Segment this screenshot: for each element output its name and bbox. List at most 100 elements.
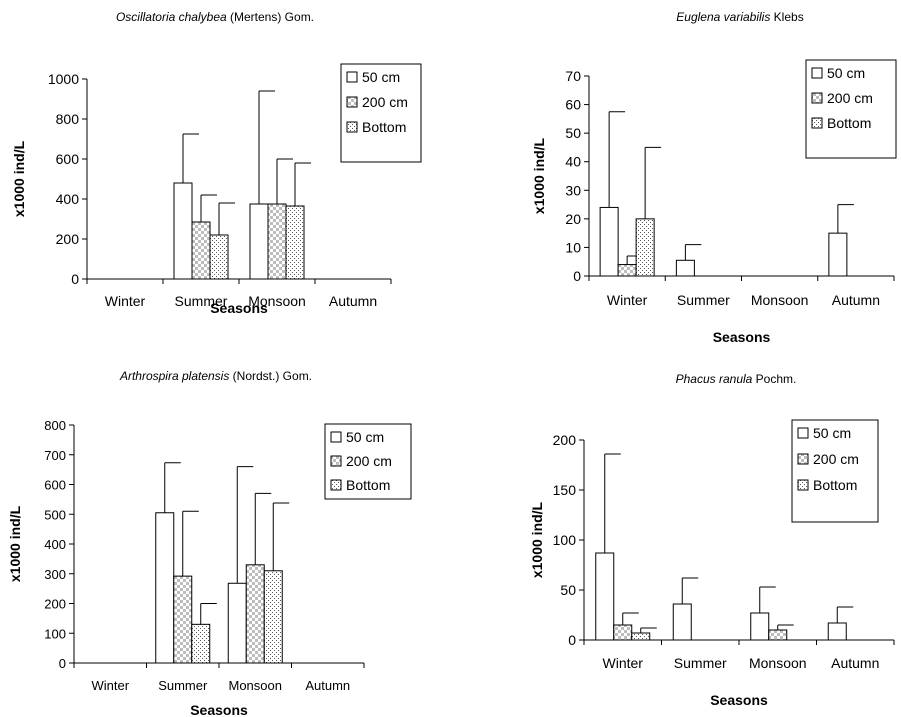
x-tick-label: Monsoon (749, 655, 807, 671)
x-axis-label: Seasons (190, 702, 248, 717)
bar-bottom (285, 205, 305, 280)
y-tick-label: 20 (565, 211, 581, 227)
bar-bottom (209, 234, 229, 280)
legend-swatch (797, 479, 809, 491)
chart-1: Oscillatoria chalybea (Mertens) Gom. 0 200… (11, 10, 422, 316)
chart-2: Euglena variabilis Klebs 0 10 20 30 40 50 60 70 W… (531, 10, 897, 345)
chart-4: Phacus ranula Pochm. 0 50 100 150 200 Winter Su… (529, 372, 895, 708)
legend-label: 50 cm (362, 69, 400, 85)
bar-bottom (631, 632, 651, 641)
bar-50-cm (750, 612, 770, 641)
y-tick-label: 400 (56, 191, 80, 207)
bar-50-cm (599, 206, 619, 277)
chart-title-species: Phacus ranula (676, 372, 753, 386)
y-tick-label: 600 (44, 478, 66, 493)
x-tick-label: Monsoon (229, 678, 282, 693)
x-tick-label: Autumn (329, 293, 377, 309)
legend-label: Bottom (827, 115, 871, 131)
bar-200-cm (245, 564, 265, 664)
y-tick-label: 300 (44, 567, 66, 582)
y-tick-label: 200 (553, 432, 577, 448)
bar-50-cm (173, 182, 193, 280)
y-tick-label: 150 (553, 482, 577, 498)
legend-label: 200 cm (362, 94, 408, 110)
bar-bottom (635, 218, 655, 277)
y-tick-label: 30 (565, 182, 581, 198)
y-tick-label: 50 (565, 125, 581, 141)
legend-swatch (811, 117, 823, 129)
x-tick-label: Monsoon (751, 292, 809, 308)
y-axis-label: x1000 ind/L (11, 140, 27, 217)
x-tick-label: Monsoon (248, 293, 306, 309)
chart-title-authority: Pochm. (752, 372, 796, 386)
chart-title-species: Oscillatoria chalybea (116, 10, 227, 24)
chart-title: Euglena variabilis Klebs (676, 10, 803, 24)
y-tick-label: 100 (553, 532, 577, 548)
legend-label: 50 cm (346, 429, 384, 445)
y-tick-label: 600 (56, 151, 80, 167)
y-tick-label: 1000 (48, 71, 79, 87)
legend-label: Bottom (362, 119, 406, 135)
x-axis-label: Seasons (210, 300, 268, 316)
bar-50-cm (672, 603, 692, 641)
legend-label: 200 cm (827, 90, 873, 106)
bar-50-cm (249, 203, 269, 280)
y-tick-label: 0 (59, 656, 66, 671)
chart-title-species: Euglena variabilis (676, 10, 770, 24)
legend-swatch (330, 479, 342, 491)
x-tick-label: Autumn (305, 678, 350, 693)
x-tick-label: Winter (105, 293, 146, 309)
legend-label: Bottom (346, 477, 390, 493)
x-tick-label: Autumn (832, 292, 880, 308)
y-axis-label: x1000 ind/L (7, 505, 23, 582)
bar-50-cm (675, 259, 695, 277)
y-tick-label: 200 (44, 597, 66, 612)
legend-label: 200 cm (813, 451, 859, 467)
bar-50-cm (595, 552, 615, 641)
legend-swatch (797, 453, 809, 465)
y-tick-label: 0 (568, 632, 576, 648)
chart-title: Oscillatoria chalybea (Mertens) Gom. (116, 10, 314, 24)
x-tick-label: Summer (158, 678, 208, 693)
x-tick-label: Winter (603, 655, 644, 671)
x-tick-label: Autumn (831, 655, 879, 671)
bar-200-cm (613, 624, 633, 641)
bar-200-cm (768, 629, 788, 641)
y-tick-label: 400 (44, 537, 66, 552)
bar-200-cm (267, 203, 287, 280)
x-tick-label: Winter (607, 292, 648, 308)
y-tick-label: 500 (44, 507, 66, 522)
legend-swatch (797, 427, 809, 439)
y-tick-label: 50 (560, 582, 576, 598)
bar-200-cm (617, 264, 637, 277)
x-tick-label: Summer (677, 292, 730, 308)
chart-title: Phacus ranula Pochm. (676, 372, 797, 386)
y-tick-label: 200 (56, 231, 80, 247)
legend-swatch (330, 455, 342, 467)
legend-label: 50 cm (827, 65, 865, 81)
y-tick-label: 10 (565, 239, 581, 255)
bar-50-cm (828, 232, 848, 277)
chart-title: Arthrospira platensis (Nordst.) Gom. (119, 369, 312, 383)
chart-title-authority: (Nordst.) Gom. (229, 369, 312, 383)
y-tick-label: 100 (44, 626, 66, 641)
legend-swatch (811, 67, 823, 79)
bar-50-cm (827, 622, 847, 641)
x-tick-label: Summer (674, 655, 727, 671)
bar-50-cm (155, 512, 175, 664)
y-tick-label: 70 (565, 68, 581, 84)
x-axis-label: Seasons (710, 692, 768, 708)
y-tick-label: 60 (565, 97, 581, 113)
chart-title-authority: Klebs (770, 10, 803, 24)
y-tick-label: 0 (573, 268, 581, 284)
y-tick-label: 800 (44, 418, 66, 433)
bar-200-cm (173, 575, 193, 664)
legend-swatch (811, 92, 823, 104)
x-axis-label: Seasons (713, 329, 771, 345)
x-tick-label: Winter (91, 678, 129, 693)
bar-bottom (263, 570, 283, 664)
legend-swatch (346, 71, 358, 83)
chart-title-authority: (Mertens) Gom. (227, 10, 314, 24)
legend-swatch (346, 96, 358, 108)
